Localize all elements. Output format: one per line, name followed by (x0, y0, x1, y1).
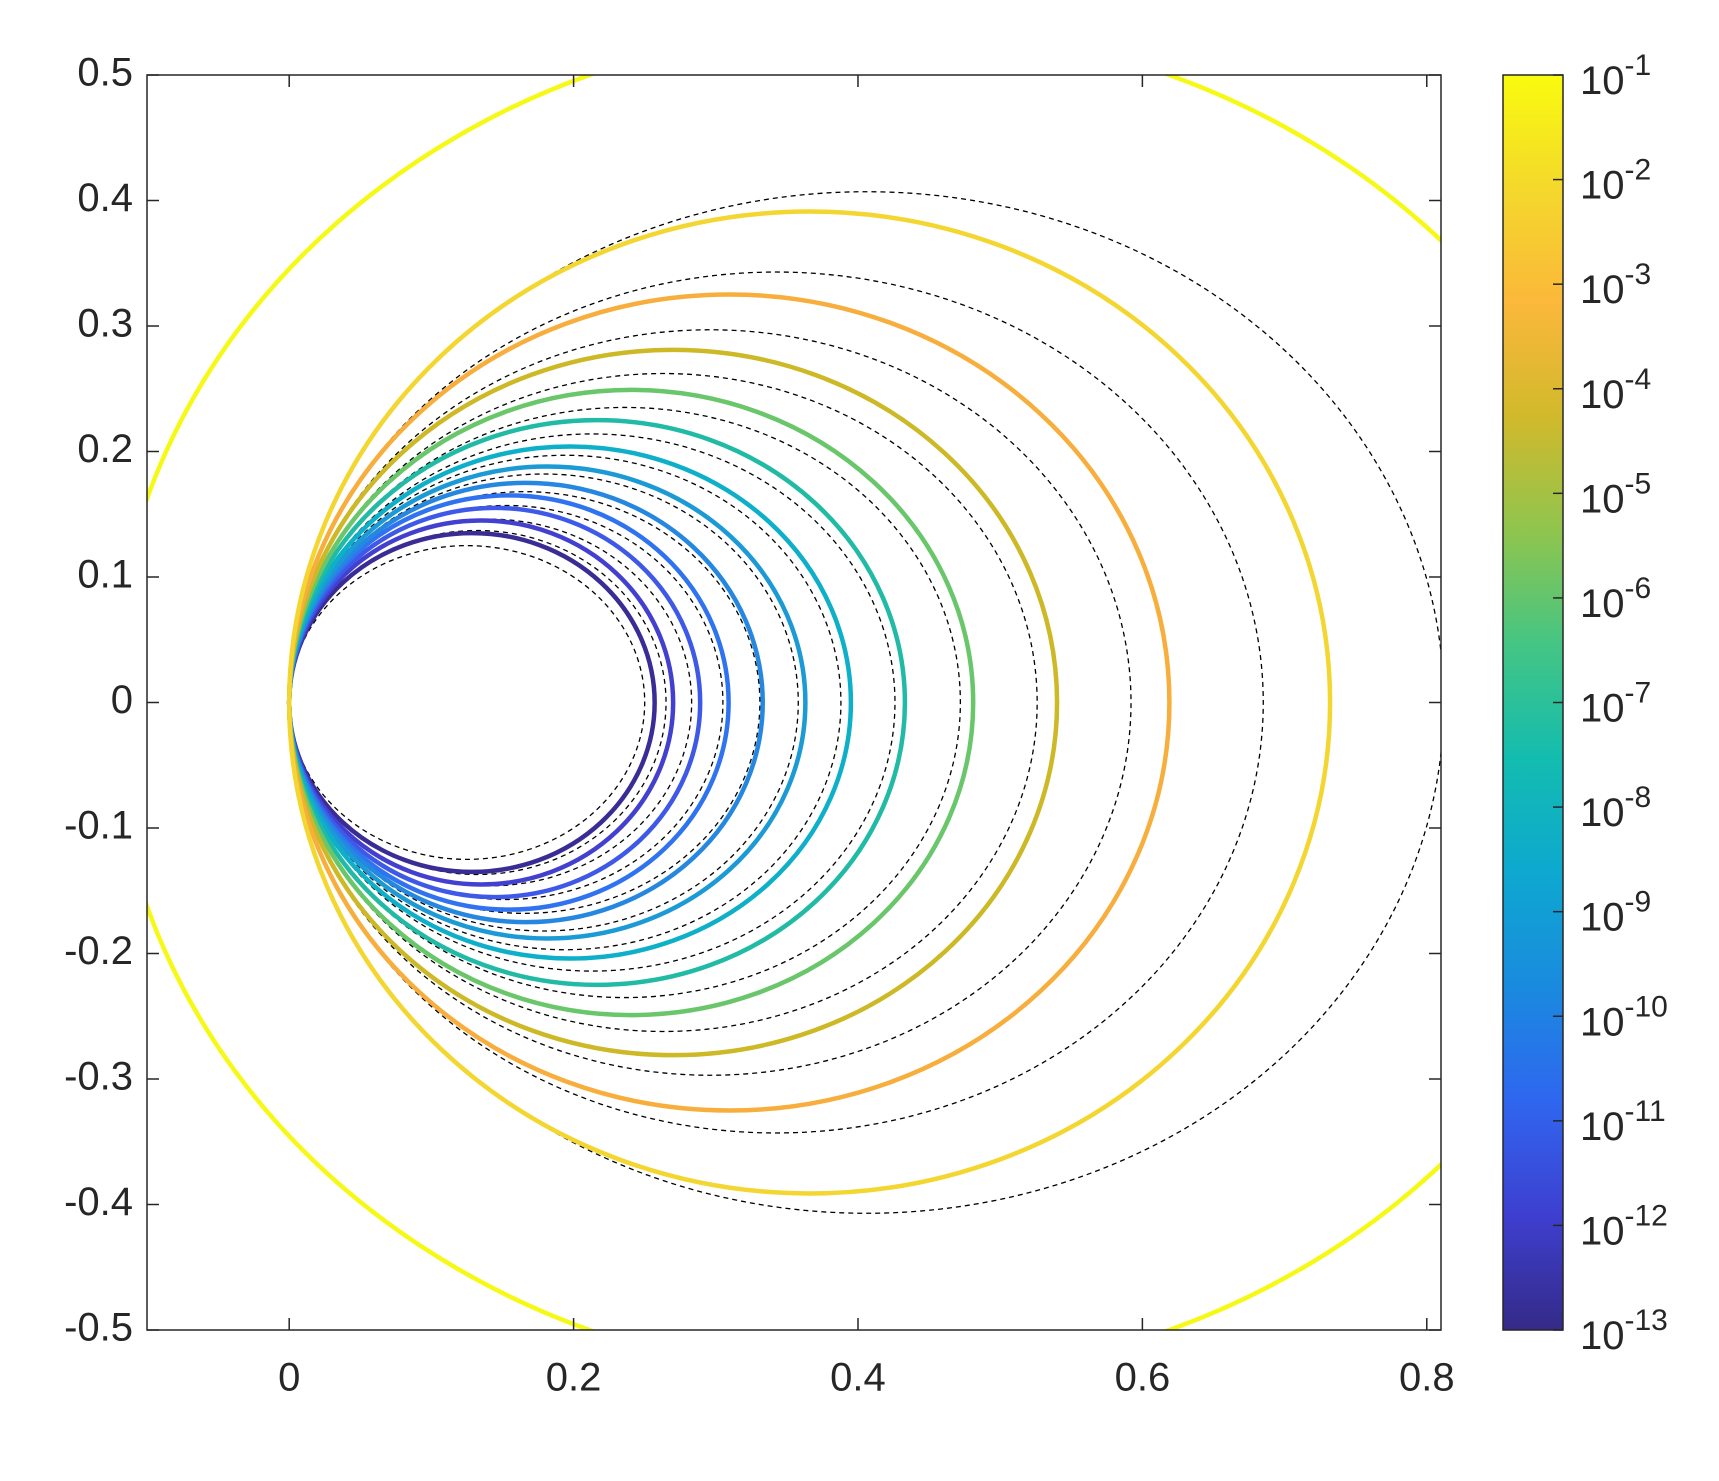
colorbar-tick-label: 10-3 (1580, 258, 1651, 312)
contour-layer (147, 75, 1441, 1330)
colorbar-tick-label: 10-6 (1580, 572, 1651, 626)
y-tick-label: 0.5 (77, 51, 133, 95)
colorbar-tick-label: 10-11 (1580, 1095, 1666, 1149)
y-tick-label: 0.1 (77, 553, 133, 597)
y-tick-label: -0.5 (64, 1306, 133, 1350)
y-tick-label: 0.2 (77, 427, 133, 471)
contour-line (286, 492, 731, 913)
contour-line (286, 480, 765, 925)
y-tick-label: -0.3 (64, 1055, 133, 1099)
x-tick-label: 0.2 (546, 1356, 602, 1400)
x-tick-label: 0.8 (1399, 1356, 1455, 1400)
y-tick-label: -0.4 (64, 1180, 133, 1224)
contour-line (286, 464, 808, 941)
contour-line (286, 505, 703, 900)
colorbar-tick-label: 10-5 (1580, 467, 1651, 521)
colorbar-tick-label: 10-9 (1580, 886, 1651, 940)
y-tick-label: 0.3 (77, 302, 133, 346)
x-tick-label: 0.6 (1115, 1356, 1171, 1400)
colorbar-tick-label: 10-8 (1580, 781, 1651, 835)
y-tick-label: 0 (111, 678, 133, 722)
colorbar-tick-label: 10-1 (1580, 49, 1651, 103)
colorbar-tick-label: 10-4 (1580, 363, 1651, 417)
y-tick-label: 0.4 (77, 176, 133, 220)
contour-line (286, 347, 1060, 1058)
y-tick-label: -0.2 (64, 929, 133, 973)
contour-line (147, 75, 1441, 1330)
x-tick-label: 0 (278, 1356, 300, 1400)
contour-line (286, 291, 1172, 1114)
plot-area (147, 75, 1441, 1330)
reference-contour (288, 270, 1264, 1135)
reference-contour (288, 454, 842, 951)
reference-contour (288, 373, 1038, 1032)
contour-line (286, 518, 676, 887)
reference-contour (288, 406, 962, 999)
x-tick-label: 0.4 (830, 1356, 886, 1400)
reference-contour (288, 545, 646, 860)
reference-contour (288, 329, 1132, 1076)
contour-line (286, 530, 657, 875)
y-tick-label: -0.1 (64, 804, 133, 848)
colorbar-tick-label: 10-13 (1580, 1304, 1668, 1358)
contour-line (286, 209, 1333, 1196)
contour-line (286, 387, 976, 1018)
contour-line (286, 417, 908, 988)
reference-contour (288, 473, 799, 932)
colorbar-tick-label: 10-7 (1580, 676, 1651, 730)
colorbar-tick-label: 10-12 (1580, 1199, 1668, 1253)
colorbar-tick-label: 10-10 (1580, 990, 1668, 1044)
contour-line (286, 443, 854, 962)
colorbar-tick-label: 10-2 (1580, 154, 1651, 208)
